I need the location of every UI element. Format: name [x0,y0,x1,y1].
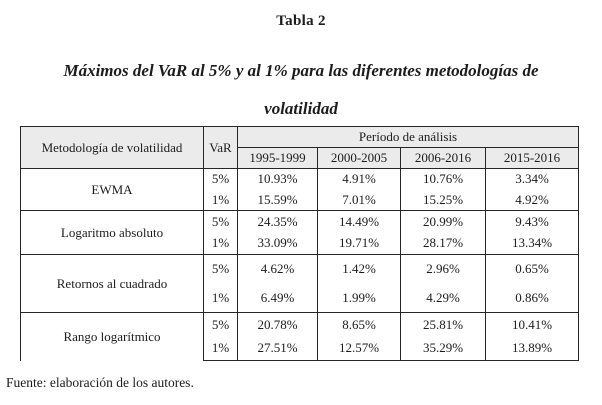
method-column-header: Metodología de volatilidad [20,126,204,169]
method-group: Retornos al cuadrado 5% 4.62% 1.42% 2.96% 0.6… [20,254,580,313]
table-subtitle: Máximos del VaR al 5% y al 1% para las d… [0,52,602,128]
period-header-cell: 2000-2005 [317,147,401,169]
value-cell: 4.91% [317,168,401,190]
table-row: EWMA 5% 10.93% 4.91% 10.76% 3.34% [20,168,580,211]
value-cell: 1.42% [317,254,401,284]
period-header-cell: 1995-1999 [237,147,318,169]
value-cell: 4.29% [400,283,486,313]
table-subtitle-line-1: Máximos del VaR al 5% y al 1% para las d… [63,61,539,80]
table-row: 1% 27.51% 12.57% 35.29% 13.89% [21,336,580,361]
method-group: Rango logarítmico 5% 20.78% 8.65% 25.81% 10.4… [20,312,580,361]
value-cell: 20.78% [237,312,318,337]
table-row: 1% 6.49% 1.99% 4.29% 0.86% [21,283,580,313]
var-level-cell: 1% [203,336,238,361]
value-cell: 13.34% [484,232,580,255]
value-cell: 20.99% [400,210,486,233]
method-cell: Rango logarítmico [20,312,204,361]
var-level-cell: 1% [203,283,238,313]
value-cell: 10.93% [237,168,318,190]
value-cell: 10.76% [400,168,486,190]
value-cell: 19.71% [317,232,401,255]
value-cell: 15.59% [237,189,318,211]
var-maximums-table: Metodología de volatilidad VaR Período d… [20,126,580,361]
method-group: Logaritmo absoluto 5% 24.35% 14.49% 20.99% 9.… [20,210,580,255]
period-header-cell: 2006-2016 [400,147,486,169]
value-cell: 0.65% [484,254,580,284]
value-cell: 13.89% [484,336,580,361]
table-row: Rango logarítmico 5% 20.78% 8.65% 25.81% 10.4… [20,312,580,361]
value-cell: 1.99% [317,283,401,313]
value-cell: 6.49% [237,283,318,313]
value-cell: 0.86% [484,283,580,313]
value-cell: 25.81% [400,312,486,337]
var-level-cell: 1% [203,232,238,255]
value-cell: 3.34% [484,168,580,190]
table-row: Logaritmo absoluto 5% 24.35% 14.49% 20.99% 9.… [20,210,580,255]
var-column-header: VaR [203,126,238,169]
var-level-cell: 5% [203,210,238,233]
value-cell: 28.17% [400,232,486,255]
var-level-cell: 1% [203,189,238,211]
table-caption: Tabla 2 [276,13,326,29]
table-row: 1% 33.09% 19.71% 28.17% 13.34% [21,232,580,255]
var-level-cell: 5% [203,312,238,337]
value-cell: 24.35% [237,210,318,233]
header-row-1: Metodología de volatilidad VaR Período d… [20,126,580,169]
method-group: EWMA 5% 10.93% 4.91% 10.76% 3.34% 1% 15.59% 7.01… [20,168,580,211]
table-subtitle-line-2: volatilidad [264,99,338,118]
value-cell: 14.49% [317,210,401,233]
value-cell: 7.01% [317,189,401,211]
table-row: Retornos al cuadrado 5% 4.62% 1.42% 2.96% 0.6… [20,254,580,313]
method-cell: Retornos al cuadrado [20,254,204,313]
var-level-cell: 5% [203,168,238,190]
value-cell: 12.57% [317,336,401,361]
source-note: Fuente: elaboración de los autores. [6,375,194,390]
var-level-cell: 5% [203,254,238,284]
value-cell: 8.65% [317,312,401,337]
value-cell: 4.92% [484,189,580,211]
value-cell: 35.29% [400,336,486,361]
period-group-header: Período de análisis [236,126,580,148]
value-cell: 33.09% [237,232,318,255]
value-cell: 15.25% [400,189,486,211]
method-cell: Logaritmo absoluto [20,210,204,255]
period-header-cell: 2015-2016 [484,147,580,169]
value-cell: 2.96% [400,254,486,284]
method-cell: EWMA [20,168,204,211]
value-cell: 27.51% [237,336,318,361]
table-header: Metodología de volatilidad VaR Período d… [20,126,580,169]
value-cell: 9.43% [484,210,580,233]
header-row-2: 1995-1999 2000-2005 2006-2016 2015-2016 [21,147,580,169]
value-cell: 4.62% [237,254,318,284]
value-cell: 10.41% [484,312,580,337]
